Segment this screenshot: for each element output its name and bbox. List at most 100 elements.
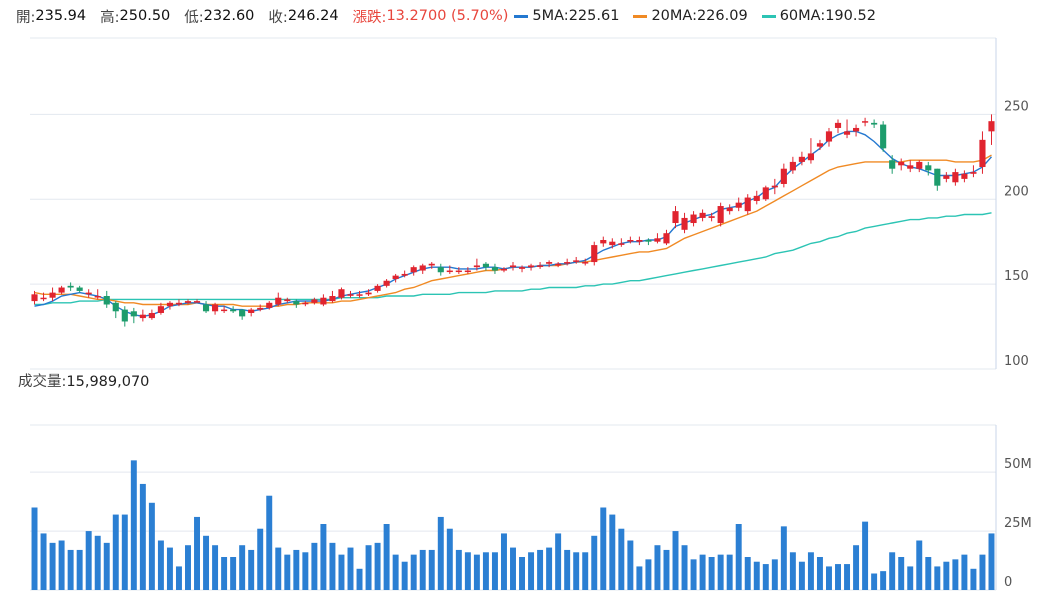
candle-down [482,263,489,268]
candle-down [230,309,237,312]
candle-up [410,267,417,273]
volume-bar [392,554,399,590]
candlesticks [31,114,995,327]
volume-bar [889,552,896,590]
candle-down [112,302,119,312]
candle-down [293,301,300,305]
candle-up [780,168,787,184]
volume-bar [203,535,210,590]
volume-bar [31,507,38,590]
candle-up [500,268,508,271]
axes: 100 150 200 250 0 25M 50M [995,38,1032,590]
volume-bar [365,545,372,590]
volume-bar [681,545,688,590]
candle-up [744,197,751,212]
volume-bar [347,547,354,590]
candle-down [889,160,896,169]
candle-up [275,297,282,305]
volume-bar [708,557,715,590]
candle-down [130,311,137,317]
candle-up [825,131,833,142]
candle-up [627,239,634,242]
volume-bar [419,549,426,590]
candle-down [67,285,74,288]
candle-up [916,161,923,169]
volume-bar [139,483,146,590]
candle-down [491,267,499,271]
volume-bar [726,554,733,590]
candle-up [356,294,363,296]
ma20-legend: 20MA:226.09 [633,8,748,24]
candle-up [555,263,562,266]
volume-bar [699,554,706,590]
volume-bar [401,561,408,590]
candle-up [717,206,724,224]
candle-down [871,122,878,125]
candle-up [94,296,101,298]
volume-bar [67,549,74,590]
candle-up [798,156,805,162]
candle-up [266,302,273,308]
volume-bar [555,533,562,590]
candle-up [338,289,345,298]
candle-up [654,238,661,242]
candle-up [573,260,580,262]
volume-bar [582,552,589,590]
volume-bar [410,554,417,590]
volume-bar [284,554,291,590]
volume-bars [31,460,995,590]
candle-up [166,302,174,307]
volume-tick-label: 25M [1004,516,1032,531]
candle-up [401,273,408,276]
candle-up [464,270,471,273]
volume-bar [780,526,787,590]
candle-up [807,153,814,161]
volume-legend: 成交量:15,989,070 [18,374,150,390]
volume-bar [816,557,823,590]
volume-bar [437,516,444,590]
volume-bar [672,531,679,590]
candle-up [789,161,796,171]
volume-bar [49,542,56,590]
candle-up [365,292,372,295]
candle-down [103,296,110,305]
candle-up [753,195,760,201]
candle-up [582,262,589,264]
candle-up [961,173,968,179]
candle-down [437,267,444,273]
volume-bar [455,549,462,590]
candle-up [446,270,453,273]
candle-up [148,312,155,319]
candle-up [527,265,535,268]
ma20-line [34,154,992,307]
candle-up [681,217,688,230]
volume-bar [880,571,887,590]
volume-bar [663,549,670,590]
candle-up [546,262,553,264]
volume-bar [94,535,101,590]
high-stat: 高: 250.50 [100,8,171,26]
volume-bar [943,561,950,590]
volume-bar [491,552,498,590]
volume-bar [654,545,661,590]
volume-bar [293,549,300,590]
candle-up [157,306,164,313]
close-stat: 收: 246.24 [268,8,339,26]
volume-bar [302,552,309,590]
volume-bar [482,552,489,590]
volume-bar [907,566,914,590]
candle-down [925,165,932,171]
volume-bar [374,542,381,590]
candle-up [383,280,390,286]
candle-up [952,172,959,183]
candle-up [257,307,264,310]
volume-bar [979,554,986,590]
volume-bar [618,528,625,590]
candle-up [248,309,255,313]
volume-bar [528,552,535,590]
candle-up [735,202,742,208]
candle-up [762,187,769,200]
volume-bar [853,545,860,590]
candle-up [212,304,219,312]
